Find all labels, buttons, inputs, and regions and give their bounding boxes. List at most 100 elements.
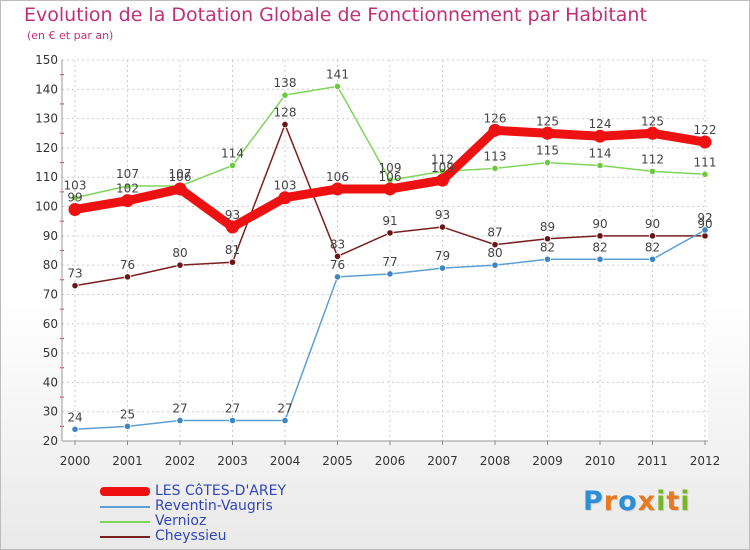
data-point [278,191,292,205]
data-label: 125 [536,114,559,128]
y-tick-label: 100 [35,200,58,214]
legend-swatch [100,486,150,496]
data-point [698,135,712,149]
data-point [228,258,237,266]
data-point [491,261,499,269]
logo-letter: o [618,486,638,517]
data-label: 87 [487,226,502,240]
data-label: 90 [645,217,660,231]
data-point [123,422,132,430]
data-point [123,273,132,281]
legend-swatch [100,505,150,508]
data-label: 99 [67,190,82,204]
x-tick-label: 2004 [270,454,301,468]
x-tick-label: 2002 [165,454,196,468]
data-label: 27 [172,401,187,415]
y-tick-label: 60 [43,317,58,331]
legend-item-cheyssieu[interactable]: Cheyssieu [100,529,360,544]
data-point [491,241,499,249]
legend-label: Vernioz [155,513,207,529]
data-point [701,170,709,178]
data-point [383,182,397,196]
logo-letter: r [603,486,619,517]
data-label: 90 [697,217,712,231]
data-label: 76 [120,258,135,272]
data-point [71,194,79,202]
data-label: 79 [435,249,450,263]
data-point [543,255,552,263]
data-point [281,416,289,425]
data-point [596,232,604,240]
data-label: 111 [694,155,717,169]
data-point [228,416,237,425]
x-tick-label: 2003 [217,454,248,468]
data-label: 114 [221,147,244,161]
data-point [68,202,82,216]
data-label: 82 [645,240,660,254]
data-point [543,158,552,167]
data-point [71,282,79,290]
data-label: 25 [120,407,135,421]
x-tick-label: 2000 [60,454,91,468]
y-tick-label: 90 [43,229,58,243]
data-point [281,120,289,129]
data-point [648,232,657,240]
y-tick-label: 40 [43,375,58,389]
x-tick-label: 2011 [637,454,668,468]
legend-item-les-cotes-d-arey[interactable]: LES CôTES-D'AREY [100,484,360,499]
data-label: 126 [484,111,507,125]
data-label: 76 [330,258,345,272]
data-label: 141 [326,67,349,81]
data-point [386,270,394,278]
logo-letter: P [583,486,604,517]
data-point [438,223,447,231]
data-label: 103 [274,179,297,193]
y-tick-label: 130 [35,112,58,126]
legend-item-reventin-vaugris[interactable]: Reventin-Vaugris [100,499,360,514]
data-label: 102 [116,182,139,196]
data-point [176,416,184,425]
data-point [121,194,134,208]
data-label: 106 [326,170,349,184]
data-point [596,161,604,170]
logo-letter: i [680,486,691,517]
x-tick-label: 2008 [480,454,511,468]
data-point [228,161,237,170]
data-point [596,255,604,263]
data-point [436,173,449,187]
data-label: 107 [116,167,139,181]
data-label: 91 [382,214,397,228]
x-tick-label: 2006 [375,454,406,468]
data-label: 112 [641,152,664,166]
chart-title: Evolution de la Dotation Globale de Fonc… [24,4,647,26]
legend-label: LES CôTES-D'AREY [155,483,286,499]
x-tick-label: 2007 [427,454,458,468]
data-point [593,129,607,143]
data-label: 73 [67,267,82,281]
data-point [543,235,552,243]
data-point [176,261,184,269]
x-tick-label: 2001 [112,454,143,468]
data-point [488,123,502,137]
data-label: 122 [694,123,717,137]
chart-subtitle: (en € et par an) [27,29,114,42]
y-tick-label: 110 [35,170,58,184]
data-point [331,182,344,196]
logo-letter: t [666,486,681,517]
data-label: 90 [592,217,607,231]
data-label: 113 [484,149,507,163]
data-point [226,220,239,234]
data-label: 80 [487,246,502,260]
data-label: 93 [435,208,450,222]
data-point [648,255,657,263]
x-tick-label: 2005 [322,454,353,468]
legend-item-vernioz[interactable]: Vernioz [100,514,360,529]
data-point [646,126,659,140]
data-point [281,91,289,99]
data-label: 112 [431,152,454,166]
y-tick-label: 80 [43,258,58,272]
y-tick-label: 20 [43,434,58,448]
data-label: 128 [274,105,297,119]
y-tick-label: 50 [43,346,58,360]
